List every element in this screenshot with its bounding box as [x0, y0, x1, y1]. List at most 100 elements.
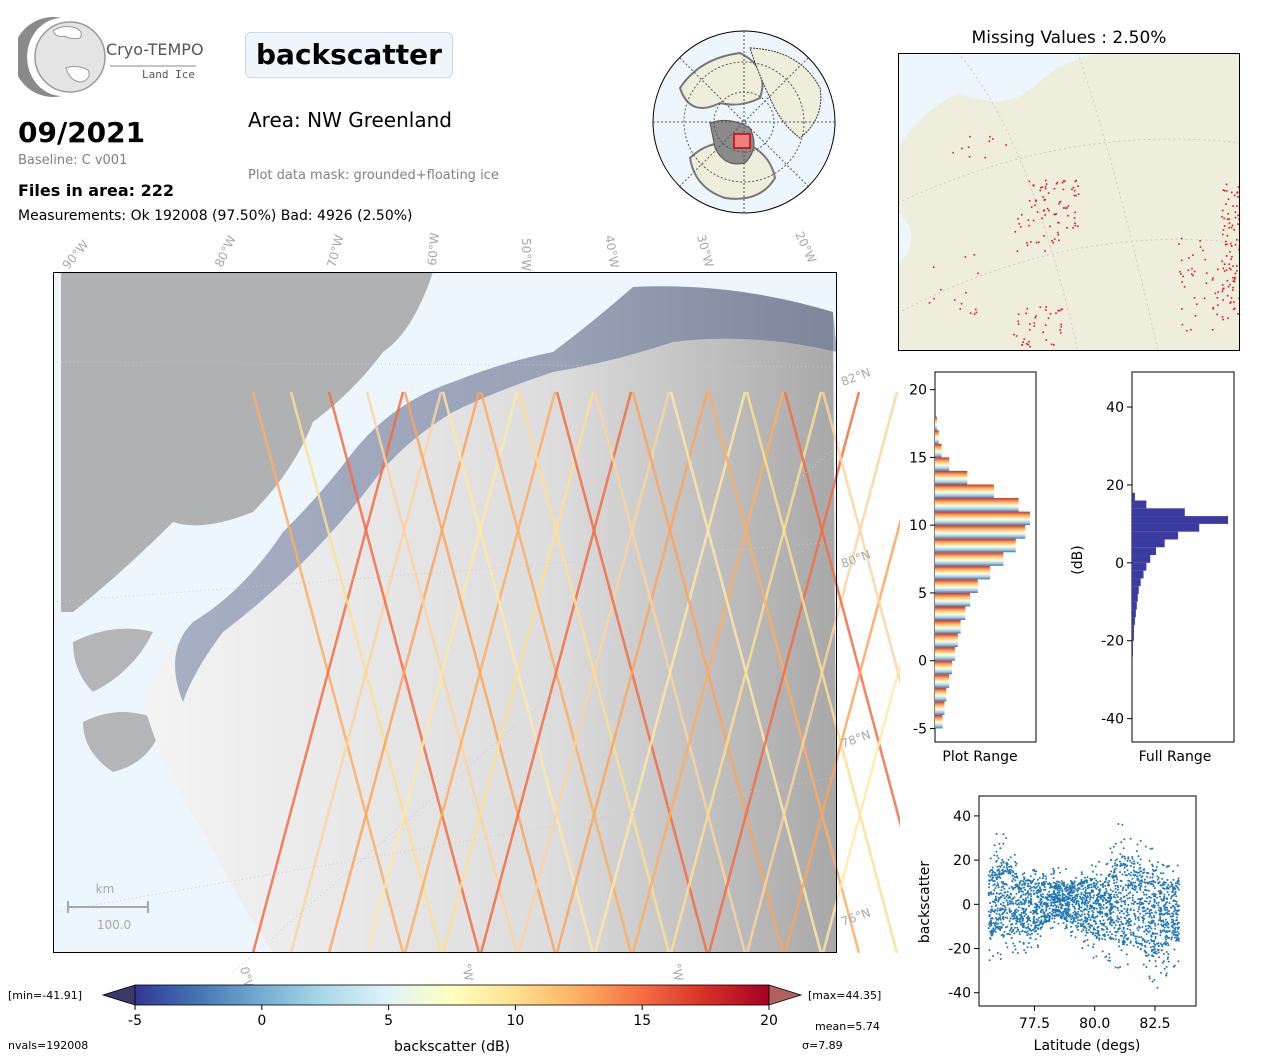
scatter-point — [1095, 882, 1098, 885]
scatter-point — [1141, 944, 1144, 947]
scatter-point — [1071, 903, 1074, 906]
scatter-point — [1107, 917, 1110, 920]
scatter-point — [1136, 879, 1139, 882]
scatter-point — [1066, 911, 1069, 914]
missing-mark — [1039, 306, 1042, 308]
scatter-point — [1023, 901, 1026, 904]
scatter-point — [1161, 877, 1164, 880]
missing-mark — [1066, 207, 1068, 209]
scatter-point — [1172, 965, 1175, 968]
scatter-point — [1084, 886, 1087, 889]
scatter-point — [1144, 912, 1147, 915]
scatter-point — [1001, 869, 1004, 872]
scatter-point — [997, 900, 1000, 903]
scatter-point — [1006, 890, 1009, 893]
scatter-point — [1147, 953, 1150, 956]
scatter-point — [1058, 913, 1061, 916]
scatter-point — [1050, 897, 1053, 900]
missing-mark — [1221, 215, 1223, 218]
scatter-point — [995, 884, 998, 887]
scatter-point — [1048, 882, 1051, 885]
scatter-point — [1024, 888, 1027, 891]
scatter-point — [1012, 887, 1015, 889]
scatter-point — [1091, 913, 1094, 916]
scatter-point — [1089, 931, 1092, 934]
scatter-point — [1116, 884, 1119, 887]
missing-mark — [1234, 272, 1237, 275]
scatter-point — [1122, 932, 1125, 935]
scatter-point — [1090, 883, 1093, 886]
scatter-point — [1093, 877, 1096, 880]
scatter-point — [1116, 878, 1119, 881]
scatter-point — [1022, 941, 1025, 944]
stat-sigma: σ=7.89 — [802, 1039, 843, 1052]
scatter-point — [1163, 881, 1166, 884]
scatter-point — [1010, 931, 1013, 933]
scatter-point — [1055, 882, 1058, 885]
scatter-point — [999, 918, 1002, 921]
scatter-point — [1023, 949, 1026, 952]
scatter-point — [1176, 930, 1179, 933]
scatter-point — [1071, 884, 1074, 887]
scatter-point — [1018, 940, 1021, 943]
ytick-label: 20 — [953, 853, 971, 869]
scatter-point — [1142, 868, 1145, 871]
missing-mark — [1186, 330, 1188, 332]
missing-mark — [1018, 223, 1021, 225]
scatter-point — [1099, 883, 1102, 886]
missing-mark — [969, 135, 971, 138]
scatter-point — [1112, 845, 1115, 848]
scatter-point — [994, 901, 997, 904]
missing-mark — [1224, 243, 1227, 246]
scatter-point — [1079, 919, 1082, 922]
lat-label-82n: 82°N — [839, 365, 872, 389]
scatter-point — [1024, 908, 1027, 911]
missing-mark — [973, 254, 976, 256]
scatter-point — [1011, 923, 1014, 926]
scatter-point — [1065, 895, 1068, 898]
scatter-point — [1061, 900, 1064, 902]
scatter-point — [1045, 921, 1047, 924]
date-heading: 09/2021 — [18, 116, 146, 149]
files-count: Files in area: 222 — [18, 181, 174, 200]
scatter-point — [1014, 864, 1017, 867]
scatter-point — [1010, 926, 1013, 929]
scatter-point — [1102, 903, 1105, 906]
scatter-point — [998, 876, 1001, 878]
scatter-point — [1153, 951, 1156, 954]
scatter-point — [1169, 897, 1172, 900]
scatter-point — [1172, 904, 1175, 907]
scatter-point — [1066, 920, 1069, 922]
missing-mark — [1232, 265, 1234, 267]
scatter-point — [1147, 931, 1150, 934]
scatter-point — [1016, 876, 1019, 879]
scatter-point — [1100, 911, 1103, 914]
scatter-point — [1162, 872, 1165, 875]
scatter-point — [1103, 933, 1106, 936]
missing-mark — [1217, 304, 1219, 306]
scatter-point — [1040, 911, 1042, 914]
scatter-point — [1091, 864, 1094, 867]
scatter-point — [1003, 866, 1005, 869]
scatter-point — [1142, 907, 1145, 910]
scatter-point — [1101, 950, 1104, 953]
hist2-bar — [1132, 594, 1138, 602]
missing-mark — [1053, 213, 1056, 216]
scatter-point — [1114, 864, 1117, 867]
ytick-label: -40 — [1101, 712, 1124, 728]
hist1-bar — [935, 498, 1019, 512]
scatter-point — [1065, 917, 1068, 920]
scatter-point — [1100, 873, 1103, 876]
scatter-point — [1018, 886, 1021, 889]
scatter-point — [999, 907, 1002, 910]
scatter-point — [1001, 917, 1004, 919]
scatter-point — [1071, 898, 1074, 901]
scatter-point — [999, 903, 1002, 906]
scatter-point — [1083, 913, 1086, 916]
scatter-point — [990, 874, 993, 876]
scatter-point — [1159, 872, 1162, 875]
scatter-point — [995, 878, 998, 881]
scatter-point — [1037, 884, 1040, 887]
scatter-point — [1005, 942, 1007, 945]
scatter-point — [1131, 856, 1134, 858]
